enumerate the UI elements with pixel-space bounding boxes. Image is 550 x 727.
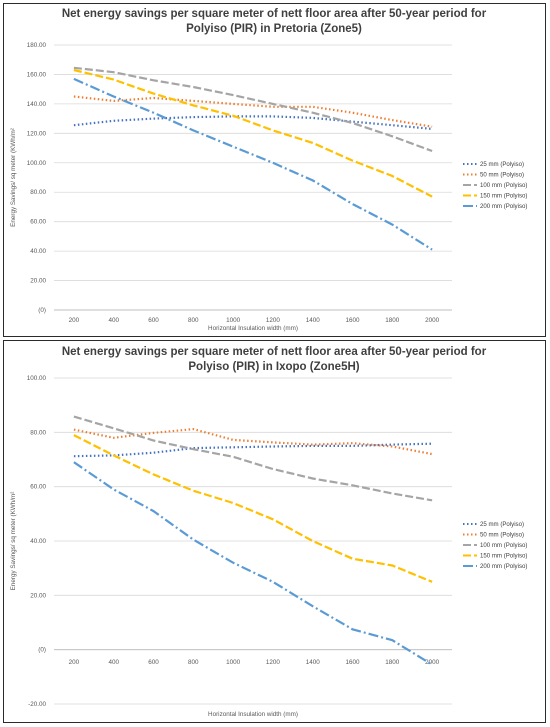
- x-tick-label: 400: [108, 317, 119, 324]
- y-tick-label: 160.00: [27, 71, 47, 78]
- x-tick-label: 1400: [306, 659, 321, 666]
- series-line-s25: [73, 442, 433, 458]
- y-tick-label: 80.00: [30, 429, 46, 436]
- legend-entry: 25 mm (Polyiso): [480, 161, 524, 168]
- x-tick-label: 600: [148, 317, 159, 324]
- y-tick-label: (0): [38, 307, 46, 314]
- y-tick-label: 40.00: [30, 248, 46, 255]
- y-tick-label: 140.00: [27, 101, 47, 108]
- y-tick-label: 20.00: [30, 592, 46, 599]
- y-tick-label: 20.00: [30, 278, 46, 285]
- y-tick-label: 100.00: [27, 375, 47, 382]
- x-tick-label: 1200: [266, 317, 281, 324]
- legend-entry: 200 mm (Polyiso): [480, 563, 527, 570]
- x-tick-label: 1000: [226, 317, 241, 324]
- y-tick-label: 120.00: [27, 130, 47, 137]
- y-axis-label: Energy Savings/ sq meter (KWh/m²: [10, 128, 17, 227]
- chart-title-line: Net energy savings per square meter of n…: [62, 8, 487, 20]
- x-tick-label: 800: [188, 659, 199, 666]
- series-line-s200: [73, 461, 433, 666]
- line-chart-pretoria: Net energy savings per square meter of n…: [10, 8, 527, 332]
- x-tick-label: 1800: [385, 317, 400, 324]
- legend-entry: 200 mm (Polyiso): [480, 203, 527, 210]
- y-tick-label: 40.00: [30, 538, 46, 545]
- y-tick-label: -20.00: [28, 701, 46, 708]
- legend-entry: 100 mm (Polyiso): [480, 182, 527, 189]
- legend-entry: 150 mm (Polyiso): [480, 553, 527, 560]
- line-chart-ixopo: Net energy savings per square meter of n…: [10, 346, 527, 718]
- chart-panel-ixopo: Net energy savings per square meter of n…: [3, 340, 546, 723]
- x-tick-label: 2000: [425, 317, 440, 324]
- legend-entry: 150 mm (Polyiso): [480, 193, 527, 200]
- x-axis-label: Horizontal Insulation width (mm): [208, 711, 298, 718]
- x-tick-label: 1600: [345, 659, 360, 666]
- series-line-s150: [73, 434, 433, 583]
- x-tick-label: 1400: [306, 317, 321, 324]
- x-tick-label: 200: [69, 659, 80, 666]
- x-tick-label: 1200: [266, 659, 281, 666]
- y-tick-label: 180.00: [27, 42, 47, 49]
- series-line-s25: [73, 115, 433, 130]
- series-line-s100: [73, 415, 433, 502]
- chart-title-line: Polyiso (PIR) in Pretoria (Zone5): [186, 23, 362, 35]
- series-line-s150: [73, 68, 433, 198]
- legend-entry: 100 mm (Polyiso): [480, 542, 527, 549]
- x-tick-label: 1600: [345, 317, 360, 324]
- x-axis-label: Horizontal Insulation width (mm): [208, 325, 298, 332]
- chart-title-line: Net energy savings per square meter of n…: [62, 346, 487, 358]
- legend-entry: 50 mm (Polyiso): [480, 532, 524, 539]
- x-tick-label: 2000: [425, 659, 440, 666]
- x-tick-label: 1800: [385, 659, 400, 666]
- series-line-s200: [73, 77, 433, 251]
- y-axis-label: Energy Savings/ sq meter (KWh/m²: [10, 492, 17, 591]
- x-tick-label: 200: [69, 317, 80, 324]
- x-tick-label: 1000: [226, 659, 241, 666]
- chart-title-line: Polyiso (PIR) in Ixopo (Zone5H): [188, 361, 359, 373]
- y-tick-label: 60.00: [30, 484, 46, 491]
- legend-entry: 50 mm (Polyiso): [480, 172, 524, 179]
- y-tick-label: (0): [38, 647, 46, 654]
- chart-panel-pretoria: Net energy savings per square meter of n…: [3, 3, 546, 337]
- series-line-s100: [73, 66, 433, 153]
- y-tick-label: 100.00: [27, 160, 47, 167]
- x-tick-label: 400: [108, 659, 119, 666]
- x-tick-label: 600: [148, 659, 159, 666]
- legend-entry: 25 mm (Polyiso): [480, 521, 524, 528]
- y-tick-label: 80.00: [30, 189, 46, 196]
- x-tick-label: 800: [188, 317, 199, 324]
- y-tick-label: 60.00: [30, 219, 46, 226]
